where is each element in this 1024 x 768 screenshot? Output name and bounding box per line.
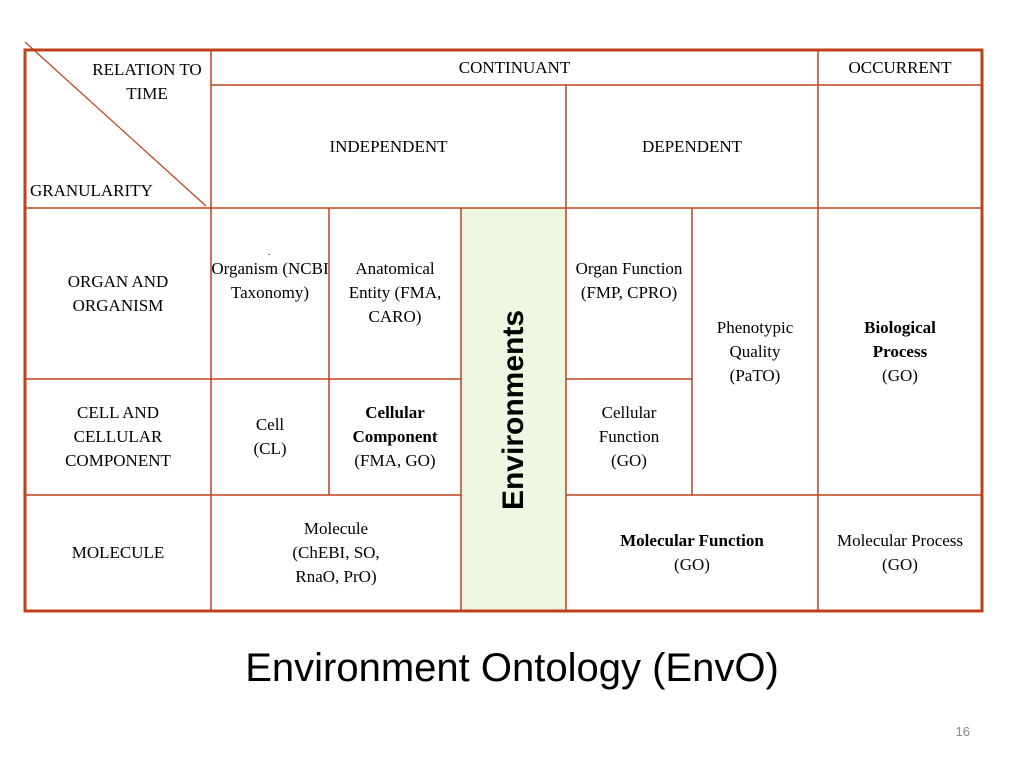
row-label-cell-and-cellular-component: CELL AND CELLULAR COMPONENT [65, 403, 171, 470]
stray-dot: . [268, 247, 271, 257]
granularity-label: GRANULARITY [30, 181, 153, 200]
cell-organ-function: Organ Function (FMP, CPRO) [575, 259, 683, 302]
cellular-component-line2: Component [352, 427, 438, 446]
header-continuant: CONTINUANT [458, 57, 571, 77]
cellular-component-line1: Cellular [365, 403, 425, 422]
cell-cellular-component: Cellular Component (FMA, GO) [329, 379, 461, 495]
slide-title: Environment Ontology (EnvO) [245, 646, 779, 690]
cell-line1: Cell [255, 415, 285, 434]
cell-organism: Organism (NCBI Taxonomy) [211, 259, 329, 302]
cell-molecular-function: Molecular Function (GO) [566, 495, 818, 611]
page-number: 16 [955, 724, 970, 739]
cell-anatomical-entity: Anatomical Entity (FMA, CARO) [348, 259, 442, 326]
biological-process-line3: (GO) [882, 365, 918, 385]
cell-line2: (CL) [253, 439, 287, 458]
molecular-function-line2: (GO) [674, 555, 710, 574]
cellular-component-line3: (FMA, GO) [354, 451, 436, 470]
cell-cellular-function: Cellular Function (GO) [598, 403, 660, 470]
row-label-organ-and-organism: ORGAN AND ORGANISM [67, 271, 169, 315]
molecular-process-line1: Molecular Process [836, 531, 964, 550]
cell-cell: Cell (CL) [211, 379, 329, 495]
environments-cell [462, 209, 566, 611]
biological-process-line1: Biological [864, 317, 936, 337]
environments-label: Environments [497, 309, 530, 511]
header-dependent: DEPENDENT [641, 136, 743, 156]
cell-molecule: Molecule (ChEBI, SO, RnaO, PrO) [292, 519, 380, 586]
row-label-molecule: MOLECULE [71, 543, 165, 562]
biological-process-line2: Process [872, 341, 928, 361]
cell-molecular-process: Molecular Process (GO) [818, 495, 982, 611]
cell-phenotypic-quality: Phenotypic Quality (PaTO) [716, 317, 794, 385]
molecular-function-line1: Molecular Function [620, 531, 764, 550]
relation-to-time-label: RELATION TO TIME [92, 60, 202, 103]
header-occurrent: OCCURRENT [848, 57, 952, 77]
header-independent: INDEPENDENT [329, 136, 448, 156]
molecular-process-line2: (GO) [882, 555, 918, 574]
cell-biological-process: Biological Process (GO) [818, 208, 982, 495]
